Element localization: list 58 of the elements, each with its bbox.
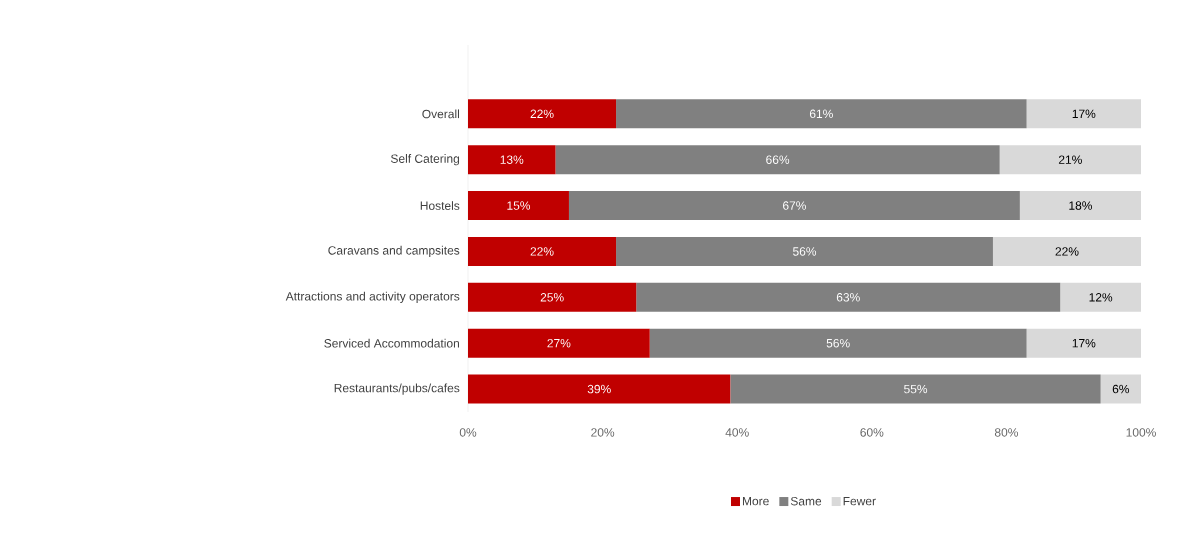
data-label: 27% (547, 338, 571, 348)
data-label: 56% (826, 338, 850, 348)
x-tick-label: 40% (725, 428, 749, 437)
data-label: 22% (1055, 247, 1079, 256)
data-label: 17% (1072, 109, 1096, 119)
data-label: 12% (1089, 293, 1113, 302)
legend-label: Fewer (843, 497, 876, 506)
bar (1019, 191, 1142, 221)
y-tick-label: Overall (422, 109, 459, 119)
legend-label: Same (790, 496, 822, 506)
y-tick-label: Hostels (420, 201, 460, 210)
y-tick-label: Caravans and campsites (328, 245, 460, 258)
bar (616, 99, 1027, 129)
y-tick-label: Self Catering (390, 154, 460, 166)
x-tick-label: 20% (591, 428, 615, 437)
data-label: 21% (1058, 155, 1082, 164)
data-label: 25% (540, 293, 564, 302)
bar (468, 99, 617, 129)
data-label: 56% (792, 247, 817, 256)
bar (1026, 328, 1142, 358)
bar (649, 328, 1027, 358)
data-label: 63% (836, 293, 860, 302)
bar (468, 236, 617, 266)
x-tick-label: 60% (860, 428, 884, 437)
data-label: 17% (1072, 338, 1096, 348)
bar (1026, 99, 1142, 129)
y-tick-label: Restaurants/pubs/cafes (334, 383, 460, 395)
bar (555, 145, 1000, 175)
data-label: 6% (1112, 384, 1130, 394)
data-label: 55% (904, 384, 928, 394)
bar (468, 191, 569, 221)
data-label: 13% (500, 155, 524, 164)
data-label: 67% (783, 201, 806, 210)
y-tick-label: Serviced Accommodation (324, 338, 459, 348)
data-label: 18% (1069, 201, 1093, 210)
bar (468, 328, 650, 358)
bar (468, 282, 637, 312)
bar (568, 191, 1020, 221)
x-tick-label: 100% (1126, 428, 1156, 437)
data-label: 61% (809, 109, 833, 119)
bar (1100, 374, 1142, 404)
x-tick-label: 80% (994, 428, 1018, 437)
bar (468, 145, 556, 175)
data-label: 66% (766, 155, 790, 164)
y-tick-label: Attractions and activity operators (285, 291, 460, 303)
x-tick-label: 0% (459, 428, 477, 437)
data-label: 39% (587, 384, 611, 394)
bar (468, 374, 731, 404)
legend-label: More (742, 497, 769, 506)
bar (992, 236, 1142, 266)
bar (999, 145, 1142, 175)
data-label: 22% (530, 247, 554, 256)
bar (616, 236, 993, 266)
data-label: 15% (507, 201, 531, 210)
bar (730, 374, 1101, 404)
bar (636, 282, 1061, 312)
bar (1060, 282, 1142, 312)
data-label: 22% (530, 109, 554, 119)
